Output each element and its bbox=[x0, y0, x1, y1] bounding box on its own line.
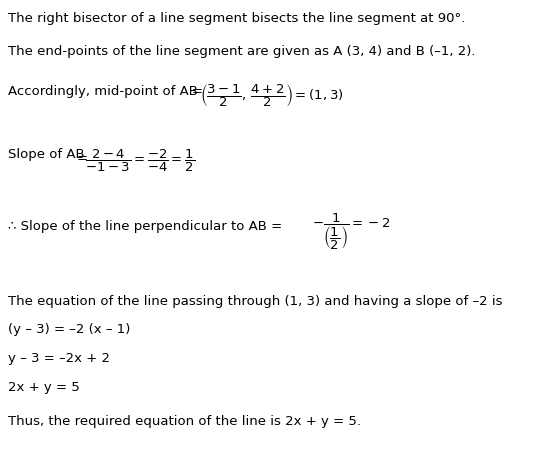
Text: Accordingly, mid-point of AB: Accordingly, mid-point of AB bbox=[8, 85, 202, 98]
Text: =: = bbox=[77, 152, 88, 165]
Text: (y – 3) = –2 (x – 1): (y – 3) = –2 (x – 1) bbox=[8, 322, 131, 335]
Text: 2x + y = 5: 2x + y = 5 bbox=[8, 380, 80, 393]
Text: $\dfrac{2-4}{-1-3}=\dfrac{-2}{-4}=\dfrac{1}{2}$: $\dfrac{2-4}{-1-3}=\dfrac{-2}{-4}=\dfrac… bbox=[85, 148, 195, 174]
Text: The end-points of the line segment are given as A (3, 4) and B (–1, 2).: The end-points of the line segment are g… bbox=[8, 45, 475, 58]
Text: The right bisector of a line segment bisects the line segment at 90°.: The right bisector of a line segment bis… bbox=[8, 12, 465, 25]
Text: ∴ Slope of the line perpendicular to AB =: ∴ Slope of the line perpendicular to AB … bbox=[8, 219, 286, 232]
Text: The equation of the line passing through (1, 3) and having a slope of –2 is: The equation of the line passing through… bbox=[8, 294, 503, 307]
Text: $\left(\dfrac{3-1}{2},\,\dfrac{4+2}{2}\right)=\left(1,3\right)$: $\left(\dfrac{3-1}{2},\,\dfrac{4+2}{2}\r… bbox=[200, 82, 344, 109]
Text: y – 3 = –2x + 2: y – 3 = –2x + 2 bbox=[8, 351, 110, 364]
Text: $-\dfrac{1}{\left(\dfrac{1}{2}\right)}=-2$: $-\dfrac{1}{\left(\dfrac{1}{2}\right)}=-… bbox=[312, 211, 391, 252]
Text: Thus, the required equation of the line is 2x + y = 5.: Thus, the required equation of the line … bbox=[8, 414, 361, 427]
Text: =: = bbox=[192, 85, 203, 98]
Text: Slope of AB: Slope of AB bbox=[8, 148, 85, 161]
